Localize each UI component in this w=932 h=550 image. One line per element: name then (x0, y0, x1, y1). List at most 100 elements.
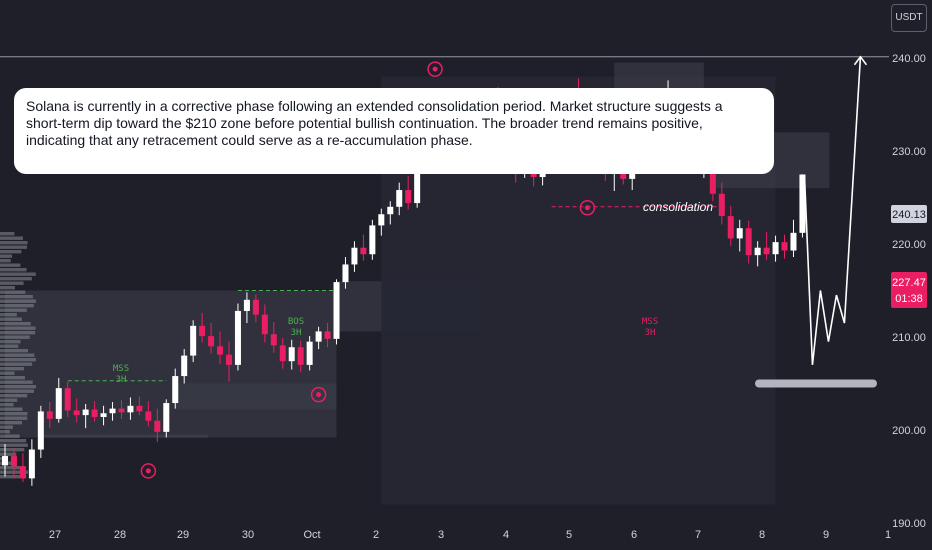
candle (82, 403, 89, 429)
pivot-marker (427, 61, 443, 77)
currency-unit-button[interactable]: USDT (891, 4, 927, 32)
volume-bar (0, 367, 24, 371)
candle (306, 336, 313, 371)
candle (73, 398, 80, 423)
volume-bar (0, 313, 17, 317)
candle-body (190, 325, 197, 356)
candle (351, 241, 358, 272)
candle (754, 241, 761, 267)
volume-bar (0, 250, 22, 254)
candle-body (772, 242, 779, 255)
volume-bar (0, 245, 28, 249)
candle-body (279, 345, 286, 362)
countdown-text: 01:38 (895, 293, 923, 305)
y-tick-label: 190.00 (892, 518, 926, 530)
target-price-text: 240.13 (892, 209, 926, 221)
candle (781, 234, 788, 259)
volume-bar (0, 331, 36, 335)
candle (763, 231, 770, 260)
pivot-dot (584, 205, 590, 211)
chart-labels: consolidation BOS 3H MSS 3H MSS 3H (113, 200, 713, 385)
candle (234, 303, 241, 371)
candle (405, 176, 412, 210)
volume-bar (0, 290, 26, 294)
candle-body (199, 325, 206, 337)
volume-bar (0, 448, 25, 452)
volume-bar (0, 358, 36, 362)
candle (243, 292, 250, 324)
x-tick-label: 28 (114, 529, 126, 541)
volume-bar (0, 443, 28, 447)
candle (37, 405, 44, 458)
volume-bar (0, 236, 23, 240)
x-tick-label: 27 (49, 529, 61, 541)
candle (736, 219, 743, 252)
volume-bar (0, 434, 20, 438)
y-tick-label: 200.00 (892, 425, 926, 437)
candle (261, 304, 268, 343)
price-badges: 240.13 227.47 01:38 (891, 205, 927, 308)
x-axis[interactable]: 27 28 29 30 Oct 2 3 4 5 6 7 8 9 1 (49, 529, 891, 541)
volume-bar (0, 263, 21, 267)
candle-body (351, 247, 358, 265)
candle-body (154, 420, 161, 432)
volume-bar (0, 259, 11, 263)
pivot-ring (310, 386, 327, 403)
candle-body (315, 331, 322, 342)
candle-body (163, 403, 170, 432)
candle-body (91, 409, 98, 417)
volume-bar (0, 335, 30, 339)
bos-label: BOS (288, 317, 304, 327)
candle (19, 453, 26, 483)
volume-bar (0, 232, 15, 236)
candle (333, 279, 340, 345)
candle-body (46, 411, 53, 419)
volume-bar (0, 349, 29, 353)
volume-bar (0, 371, 15, 375)
volume-bar (0, 326, 36, 330)
zone-box (175, 383, 337, 410)
candle-body (790, 232, 797, 251)
pivot-ring (140, 463, 157, 479)
candle (118, 400, 125, 419)
mss-left-label: MSS (113, 364, 129, 374)
volume-bar (0, 340, 21, 344)
candle (91, 401, 98, 422)
candle-body (270, 334, 277, 346)
y-axis[interactable]: 190.00200.00210.00220.00230.00240.00250.… (892, 0, 926, 530)
candle-body (763, 247, 770, 255)
volume-bar (0, 389, 34, 393)
candle-body (718, 193, 725, 217)
current-price-badge (891, 272, 927, 308)
x-tick-label: 2 (373, 529, 379, 541)
marker-layer (140, 61, 596, 479)
candle (342, 257, 349, 289)
candle-body (243, 299, 250, 311)
mss-right-label: MSS (642, 317, 658, 327)
candle-body (145, 411, 152, 421)
volume-bar (0, 461, 17, 465)
x-tick-label: 9 (823, 529, 829, 541)
candle-body (396, 190, 403, 207)
x-tick-label: 1 (885, 529, 891, 541)
candle-body (306, 341, 313, 365)
volume-bar (0, 362, 33, 366)
mss-right-timeframe-label: 3H (645, 328, 656, 338)
volume-bar (0, 277, 32, 281)
volume-bar (0, 304, 34, 308)
x-tick-label: 3 (438, 529, 444, 541)
candle-body (217, 346, 224, 355)
candle (28, 439, 35, 486)
x-tick-label: 7 (695, 529, 701, 541)
candle (217, 331, 224, 364)
candle (208, 323, 215, 354)
candle-body (754, 247, 761, 256)
candle-body (387, 206, 394, 215)
candle-body (333, 282, 340, 339)
volume-bar (0, 322, 31, 326)
candle-body (172, 376, 179, 404)
candle-body (378, 214, 385, 226)
candle-body (181, 355, 188, 377)
volume-bar (0, 299, 36, 303)
